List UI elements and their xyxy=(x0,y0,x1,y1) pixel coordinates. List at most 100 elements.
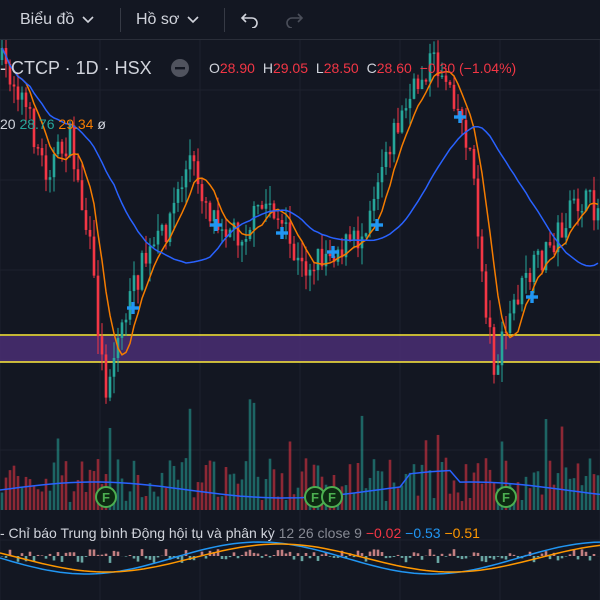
macd-hist-bar xyxy=(124,556,128,557)
macd-signal-line xyxy=(0,543,600,573)
high-label: H xyxy=(262,60,273,76)
macd-hist-bar xyxy=(260,556,264,558)
macd-hist-bar xyxy=(444,556,448,557)
candle-body xyxy=(536,250,540,255)
open-value: 28.90 xyxy=(219,60,255,76)
volume-bar xyxy=(360,415,364,510)
macd-hist-bar xyxy=(580,549,584,556)
macd-hist-bar xyxy=(104,553,108,556)
candle-body xyxy=(508,313,512,333)
macd-hist-bar xyxy=(304,552,308,556)
macd-hist-bar xyxy=(512,554,516,556)
redo-button[interactable] xyxy=(284,0,304,40)
profile-menu-button[interactable]: Hồ sơ xyxy=(136,0,199,40)
candle-body xyxy=(152,244,156,247)
moving-average-legend[interactable]: 20 28.76 29.34 ø xyxy=(0,116,106,132)
symbol-legend[interactable]: - CTCP · 1D · HSX xyxy=(0,58,152,79)
candle-body xyxy=(208,202,212,222)
candle-body xyxy=(236,222,240,246)
candle-body xyxy=(384,151,388,167)
candle-body xyxy=(108,376,112,398)
volume-bar xyxy=(116,459,120,510)
ohlc-legend: O28.90 H29.05 L28.50 C28.60 −0.30 (−1.04… xyxy=(209,60,520,76)
candle-body xyxy=(164,224,168,243)
f-marker-label: F xyxy=(502,490,510,505)
candle-body xyxy=(516,299,520,305)
macd-hist-bar xyxy=(292,556,296,560)
candle-body xyxy=(456,108,460,111)
macd-hist-bar xyxy=(92,549,96,556)
macd-hist-bar xyxy=(252,552,256,556)
macd-hist-bar xyxy=(328,556,332,557)
volume-bar xyxy=(576,463,580,510)
macd-legend[interactable]: - Chỉ báo Trung bình Động hội tụ và phân… xyxy=(0,525,480,541)
volume-bar xyxy=(456,492,460,510)
candle-body xyxy=(532,254,536,283)
macd-hist-bar xyxy=(136,556,140,562)
volume-bar xyxy=(460,501,464,510)
macd-hist-bar xyxy=(504,556,508,560)
candle-body xyxy=(484,271,488,318)
candle-body xyxy=(464,120,468,148)
macd-hist-bar xyxy=(588,556,592,561)
volume-bar xyxy=(236,483,240,510)
candle-body xyxy=(556,222,560,253)
volume-bar xyxy=(592,474,596,510)
macd-hist-bar xyxy=(420,556,424,560)
volume-bar xyxy=(400,485,404,510)
volume-bar xyxy=(396,488,400,510)
volume-bar xyxy=(356,462,360,510)
volume-bar xyxy=(372,459,376,510)
undo-button[interactable] xyxy=(240,0,260,40)
volume-bar xyxy=(436,434,440,510)
moving-average-slow-line xyxy=(1,47,599,267)
candle-body xyxy=(528,272,532,283)
candle-body xyxy=(496,365,500,375)
candle-body xyxy=(8,63,12,85)
macd-hist-bar xyxy=(592,554,596,556)
macd-hist-bar xyxy=(368,551,372,556)
candle-body xyxy=(436,52,440,77)
candle-body xyxy=(176,189,180,203)
macd-hist-bar xyxy=(4,556,8,558)
macd-hist-bar xyxy=(248,549,252,556)
macd-hist-bar xyxy=(344,556,348,558)
volume-bar xyxy=(36,489,40,510)
macd-hist-bar xyxy=(400,556,404,558)
volume-bar xyxy=(292,494,296,510)
volume-bar xyxy=(152,491,156,510)
macd-hist-bar xyxy=(352,556,356,558)
volume-bar xyxy=(548,460,552,510)
macd-hist-bar xyxy=(56,552,60,556)
macd-hist-bar xyxy=(100,554,104,556)
macd-hist-bar xyxy=(216,549,220,556)
candle-body xyxy=(368,210,372,234)
volume-bar xyxy=(128,491,132,510)
candle-body xyxy=(156,230,160,245)
minus-circle-icon[interactable] xyxy=(170,58,190,78)
volume-bar xyxy=(568,478,572,510)
f-marker-label: F xyxy=(102,490,110,505)
chart-menu-button[interactable]: Biểu đồ xyxy=(20,0,94,40)
candle-body xyxy=(292,243,296,261)
volume-bar xyxy=(284,500,288,510)
candle-body xyxy=(444,75,448,82)
candle-body xyxy=(276,218,280,221)
volume-bar xyxy=(40,491,44,510)
volume-bar xyxy=(140,497,144,510)
ma-prefix: 20 xyxy=(0,116,16,132)
macd-histogram xyxy=(0,549,600,563)
macd-hist-bar xyxy=(320,554,324,556)
candle-body xyxy=(468,147,472,150)
volume-bar xyxy=(528,488,532,510)
volume-bar xyxy=(120,478,124,510)
volume-bar xyxy=(8,470,12,510)
volume-bar xyxy=(80,461,84,510)
macd-hist-bar xyxy=(500,556,504,559)
candle-body xyxy=(80,180,84,211)
macd-hist-bar xyxy=(112,550,116,556)
macd-hist-bar xyxy=(164,549,168,556)
macd-hist-bar xyxy=(372,549,376,556)
candle-body xyxy=(120,322,124,338)
